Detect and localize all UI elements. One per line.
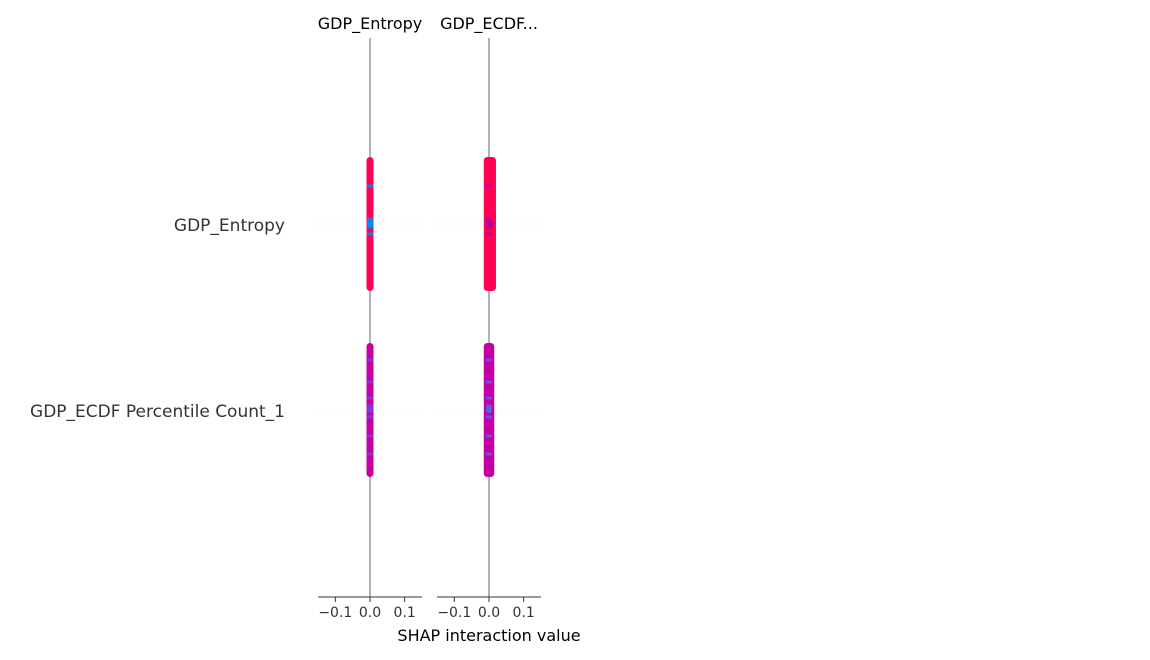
feature-label-gdp-ecdf: GDP_ECDF Percentile Count_1 <box>30 402 285 422</box>
x-tick-label: 0.1 <box>513 605 535 621</box>
x-axis-label: SHAP interaction value <box>397 626 580 645</box>
swarm-point <box>486 404 492 408</box>
swarm-point <box>486 380 492 384</box>
swarm-point <box>486 225 492 229</box>
swarm-point <box>367 434 373 438</box>
swarm-point <box>367 358 373 362</box>
swarm-point <box>367 452 373 456</box>
swarm-point <box>367 415 373 419</box>
panel-gdp-ecdf: GDP_ECDF... −0.1 0.0 0.1 <box>437 14 541 621</box>
panel-title: GDP_ECDF... <box>440 14 538 34</box>
swarm-point <box>486 434 492 438</box>
x-tick-label: 0.1 <box>394 605 416 621</box>
swarm-point <box>366 220 374 228</box>
swarm-point <box>486 415 492 419</box>
swarm-point <box>367 232 373 236</box>
swarm-point <box>485 406 493 414</box>
swarm-point <box>367 184 373 188</box>
swarm-point <box>486 217 492 221</box>
swarm-point <box>486 452 492 456</box>
x-tick-label: −0.1 <box>318 605 352 621</box>
feature-label-gdp-entropy: GDP_Entropy <box>174 216 285 236</box>
x-tick-label: −0.1 <box>437 605 471 621</box>
swarm-point <box>486 358 492 362</box>
x-tick-label: 0.0 <box>359 605 381 621</box>
swarm-point <box>367 404 373 408</box>
panel-gdp-entropy: GDP_Entropy −0.1 0.0 0.1 <box>318 14 423 621</box>
swarm-point <box>367 396 373 400</box>
swarm-point <box>486 396 492 400</box>
panel-title: GDP_Entropy <box>318 14 423 34</box>
feature-labels: GDP_Entropy GDP_ECDF Percentile Count_1 <box>30 216 285 422</box>
swarm-point <box>367 380 373 384</box>
swarm-point <box>486 232 492 236</box>
x-tick-label: 0.0 <box>478 605 500 621</box>
swarm-point <box>486 184 492 188</box>
swarm-point <box>487 220 495 228</box>
swarm-point <box>367 217 373 221</box>
swarm-point <box>366 406 374 414</box>
